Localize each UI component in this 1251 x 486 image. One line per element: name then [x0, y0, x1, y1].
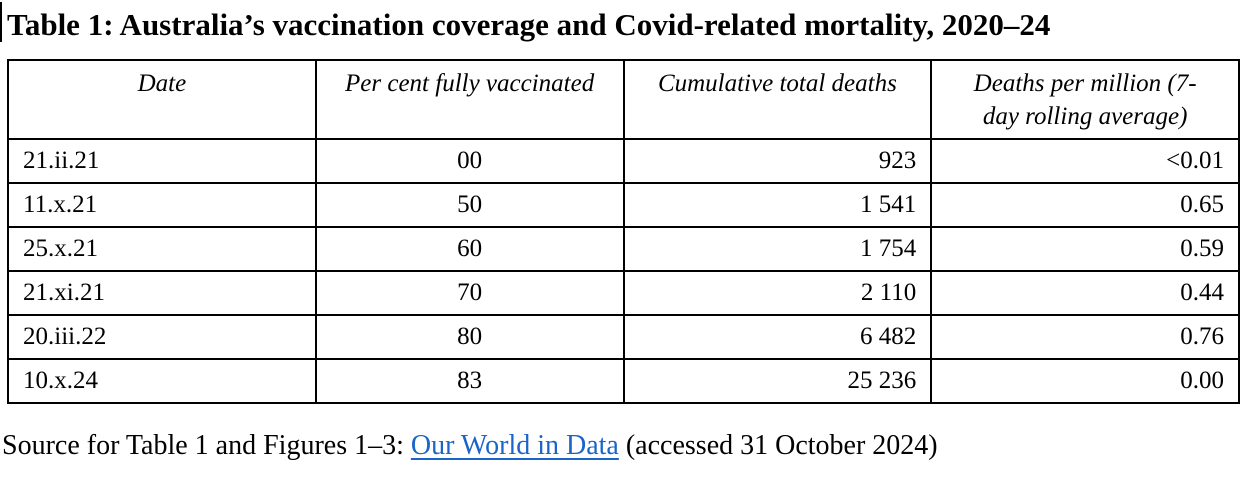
date-cell: 10.x.24 — [7, 358, 317, 404]
table-row: 11.x.21 50 1 541 0.65 — [7, 182, 1240, 228]
table-title: Table 1: Australia’s vaccination coverag… — [7, 7, 1051, 42]
vaccination-mortality-table: Date Per cent fully vaccinated Cumulativ… — [7, 59, 1240, 404]
date-cell: 25.x.21 — [7, 226, 317, 272]
dpm-cell: 0.00 — [930, 358, 1240, 404]
table-row: 21.xi.21 70 2 110 0.44 — [7, 270, 1240, 316]
dpm-cell: 0.59 — [930, 226, 1240, 272]
percent-cell: 60 — [314, 226, 625, 272]
dpm-cell: <0.01 — [930, 138, 1240, 184]
table-row: 21.ii.21 00 923 <0.01 — [7, 138, 1240, 184]
date-cell: 21.ii.21 — [7, 138, 317, 184]
deaths-cell: 2 110 — [622, 270, 933, 316]
deaths-cell: 1 541 — [622, 182, 933, 228]
dpm-cell: 0.44 — [930, 270, 1240, 316]
deaths-cell: 6 482 — [622, 314, 933, 360]
text-cursor — [0, 2, 2, 42]
dpm-cell: 0.65 — [930, 182, 1240, 228]
source-note: Source for Table 1 and Figures 1–3: Our … — [2, 428, 1251, 464]
dpm-cell: 0.76 — [930, 314, 1240, 360]
table-row: 25.x.21 60 1 754 0.59 — [7, 226, 1240, 272]
column-header-cumulative-deaths: Cumulative total deaths — [622, 59, 933, 140]
date-cell: 20.iii.22 — [7, 314, 317, 360]
percent-cell: 70 — [314, 270, 625, 316]
percent-cell: 00 — [314, 138, 625, 184]
column-header-deaths-per-million: Deaths per million (7- day rolling avera… — [930, 59, 1240, 140]
date-cell: 21.xi.21 — [7, 270, 317, 316]
table-row: 10.x.24 83 25 236 0.00 — [7, 358, 1240, 404]
source-prefix: Source for Table 1 and Figures 1–3: — [2, 430, 411, 461]
column-header-date: Date — [7, 59, 317, 140]
date-cell: 11.x.21 — [7, 182, 317, 228]
table-row: 20.iii.22 80 6 482 0.76 — [7, 314, 1240, 360]
column-header-percent-vaccinated: Per cent fully vaccinated — [314, 59, 625, 140]
deaths-cell: 923 — [622, 138, 933, 184]
deaths-cell: 1 754 — [622, 226, 933, 272]
deaths-cell: 25 236 — [622, 358, 933, 404]
our-world-in-data-link[interactable]: Our World in Data — [410, 430, 619, 461]
header-row: Date Per cent fully vaccinated Cumulativ… — [7, 59, 1240, 140]
document: Table 1: Australia’s vaccination coverag… — [0, 2, 1251, 464]
percent-cell: 80 — [314, 314, 625, 360]
percent-cell: 83 — [314, 358, 625, 404]
percent-cell: 50 — [314, 182, 625, 228]
source-suffix: (accessed 31 October 2024) — [618, 430, 938, 461]
